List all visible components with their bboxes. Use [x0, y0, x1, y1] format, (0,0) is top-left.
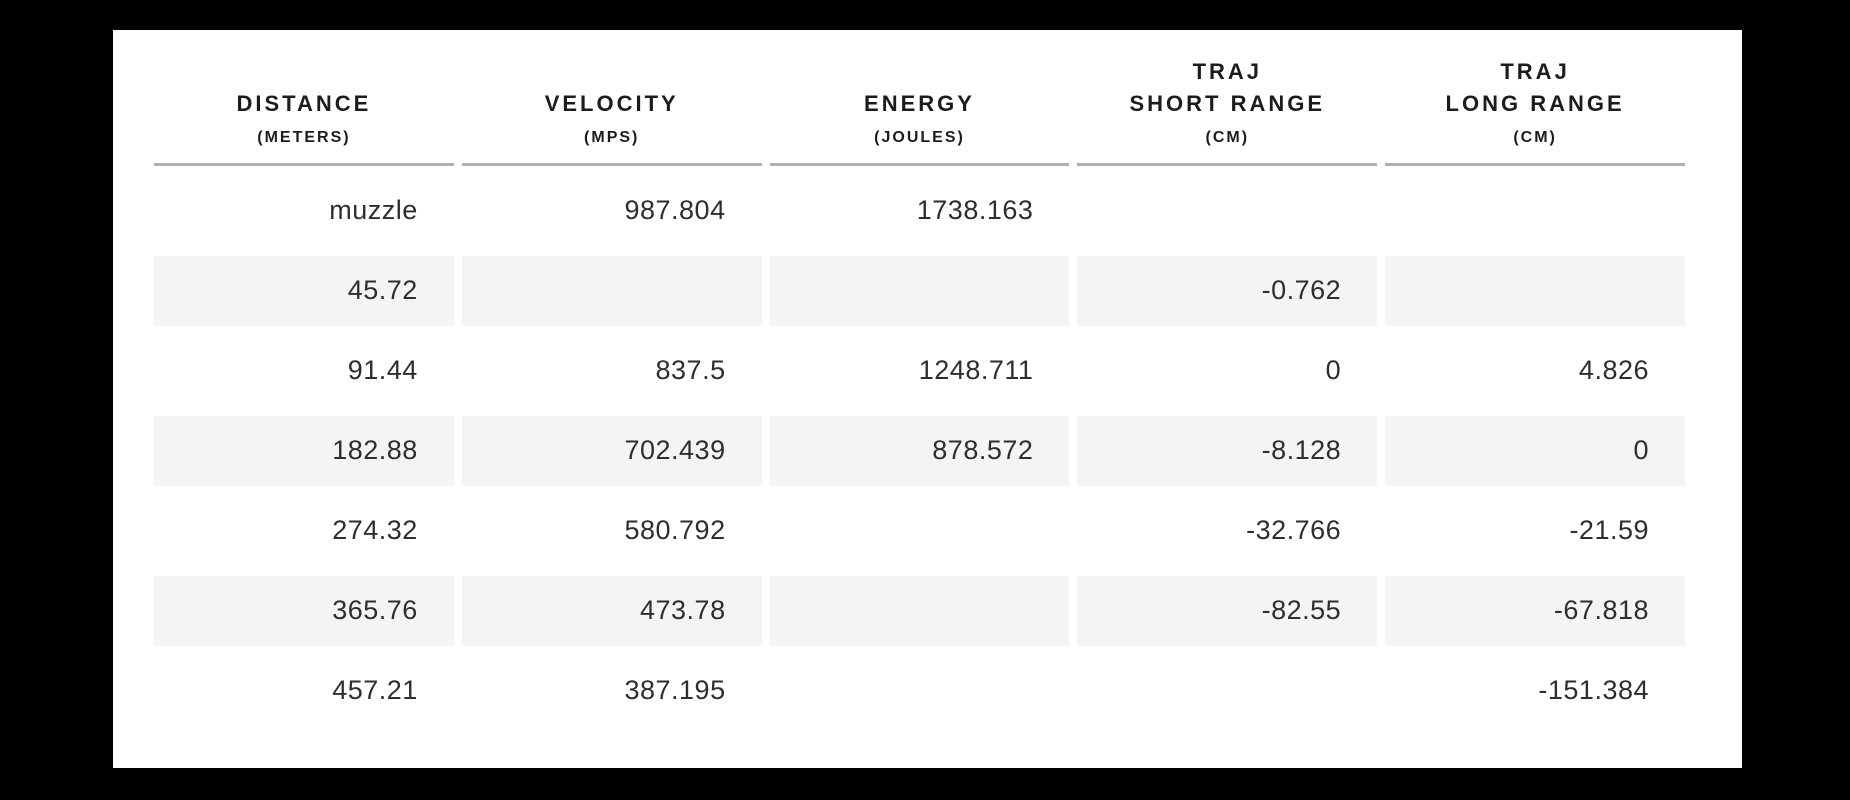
table-row: 457.21 387.195 -151.384: [154, 655, 1685, 726]
table-head: DISTANCE (METERS) VELOCITY (MPS) ENERGY (JOUL…: [154, 42, 1685, 166]
cell: [769, 575, 1070, 646]
column-unit: (CM): [1205, 128, 1250, 146]
cell: 473.78: [461, 575, 762, 646]
cell: 1738.163: [769, 175, 1070, 246]
cell: [1385, 175, 1685, 246]
cell: [1077, 175, 1378, 246]
cell: muzzle: [154, 175, 454, 246]
cell: -21.59: [1385, 495, 1685, 566]
cell: -82.55: [1077, 575, 1378, 646]
cell: 182.88: [154, 415, 454, 486]
column-unit: (MPS): [584, 128, 640, 146]
cell: 702.439: [461, 415, 762, 486]
column-unit: (JOULES): [874, 128, 965, 146]
column-title: VELOCITY: [544, 90, 679, 116]
table-row: 274.32 580.792 -32.766 -21.59: [154, 495, 1685, 566]
cell: -67.818: [1385, 575, 1685, 646]
column-title: TRAJ LONG RANGE: [1445, 59, 1625, 116]
table-row: 365.76 473.78 -82.55 -67.818: [154, 575, 1685, 646]
cell: 457.21: [154, 655, 454, 726]
column-header: TRAJ SHORT RANGE (CM): [1077, 42, 1378, 166]
table-body: muzzle 987.804 1738.163 45.72 -0.762 91.44 837…: [154, 175, 1685, 726]
cell: 91.44: [154, 335, 454, 406]
cell: [1077, 655, 1378, 726]
column-header: TRAJ LONG RANGE (CM): [1385, 42, 1685, 166]
header-row: DISTANCE (METERS) VELOCITY (MPS) ENERGY (JOUL…: [154, 42, 1685, 166]
cell: 4.826: [1385, 335, 1685, 406]
ballistics-table: DISTANCE (METERS) VELOCITY (MPS) ENERGY (JOUL…: [146, 32, 1693, 736]
cell: [769, 655, 1070, 726]
column-title: ENERGY: [864, 90, 975, 116]
cell: 837.5: [461, 335, 762, 406]
column-header: ENERGY (JOULES): [769, 42, 1070, 166]
cell: 987.804: [461, 175, 762, 246]
cell: -151.384: [1385, 655, 1685, 726]
cell: [769, 495, 1070, 566]
column-title: DISTANCE: [236, 90, 372, 116]
cell: 45.72: [154, 255, 454, 326]
cell: [769, 255, 1070, 326]
ballistics-card: DISTANCE (METERS) VELOCITY (MPS) ENERGY (JOUL…: [113, 30, 1742, 768]
column-title: TRAJ SHORT RANGE: [1129, 59, 1326, 116]
cell: 1248.711: [769, 335, 1070, 406]
cell: [1385, 255, 1685, 326]
cell: 274.32: [154, 495, 454, 566]
column-header: DISTANCE (METERS): [154, 42, 454, 166]
cell: 580.792: [461, 495, 762, 566]
cell: -32.766: [1077, 495, 1378, 566]
table-row: 182.88 702.439 878.572 -8.128 0: [154, 415, 1685, 486]
cell: -8.128: [1077, 415, 1378, 486]
column-unit: (METERS): [257, 128, 351, 146]
table-row: 91.44 837.5 1248.711 0 4.826: [154, 335, 1685, 406]
cell: 0: [1385, 415, 1685, 486]
cell: [461, 255, 762, 326]
column-header: VELOCITY (MPS): [461, 42, 762, 166]
cell: -0.762: [1077, 255, 1378, 326]
table-row: 45.72 -0.762: [154, 255, 1685, 326]
cell: 878.572: [769, 415, 1070, 486]
cell: 387.195: [461, 655, 762, 726]
table-row: muzzle 987.804 1738.163: [154, 175, 1685, 246]
cell: 0: [1077, 335, 1378, 406]
column-unit: (CM): [1513, 128, 1557, 146]
cell: 365.76: [154, 575, 454, 646]
